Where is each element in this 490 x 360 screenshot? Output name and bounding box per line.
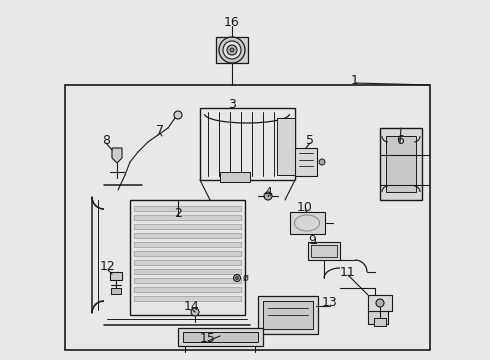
Bar (134, 206, 241, 211)
Bar (65, 85, 430, 350)
Bar (277, 118, 295, 175)
Bar (380, 128, 422, 200)
Bar (374, 318, 386, 326)
Bar (178, 328, 263, 346)
Circle shape (319, 159, 325, 165)
Text: 14: 14 (184, 300, 200, 312)
Bar (263, 301, 313, 329)
Bar (295, 148, 317, 176)
Bar (216, 37, 248, 63)
Circle shape (236, 276, 239, 279)
Bar (220, 172, 250, 182)
Text: 5: 5 (306, 134, 314, 147)
Text: 15: 15 (200, 332, 216, 345)
Text: 3: 3 (228, 98, 236, 111)
Bar (308, 242, 340, 260)
Text: 10: 10 (297, 201, 313, 213)
Bar (134, 233, 241, 238)
Text: ø: ø (243, 273, 249, 283)
Text: 8: 8 (102, 134, 110, 147)
Circle shape (227, 45, 237, 55)
Circle shape (174, 111, 182, 119)
Circle shape (376, 299, 384, 307)
Bar (183, 332, 258, 342)
Bar (368, 295, 392, 311)
Text: 7: 7 (156, 123, 164, 136)
Bar (134, 224, 241, 229)
Circle shape (219, 37, 245, 63)
Text: 6: 6 (396, 134, 404, 147)
Text: 9: 9 (308, 234, 316, 247)
Circle shape (191, 308, 199, 316)
Text: 1: 1 (351, 73, 359, 86)
Circle shape (264, 192, 272, 200)
Text: 12: 12 (100, 261, 116, 274)
Bar (134, 296, 241, 301)
Bar (134, 215, 241, 220)
Text: 2: 2 (174, 207, 182, 220)
Text: 16: 16 (224, 15, 240, 28)
Bar (311, 245, 337, 257)
Bar (134, 269, 241, 274)
Bar (130, 200, 245, 315)
Text: 11: 11 (340, 266, 356, 279)
Circle shape (223, 41, 241, 59)
Bar (134, 242, 241, 247)
Polygon shape (112, 148, 122, 163)
Bar (290, 212, 325, 234)
Bar (111, 288, 121, 294)
Bar (110, 272, 122, 280)
Text: 4: 4 (264, 185, 272, 198)
Circle shape (234, 274, 241, 282)
Bar (134, 260, 241, 265)
Bar (134, 251, 241, 256)
Bar (134, 278, 241, 283)
Text: 13: 13 (322, 297, 338, 310)
Bar (386, 136, 416, 192)
Bar (200, 108, 295, 180)
Bar (134, 287, 241, 292)
Bar (368, 310, 388, 324)
Bar (258, 296, 318, 334)
Circle shape (230, 48, 234, 52)
